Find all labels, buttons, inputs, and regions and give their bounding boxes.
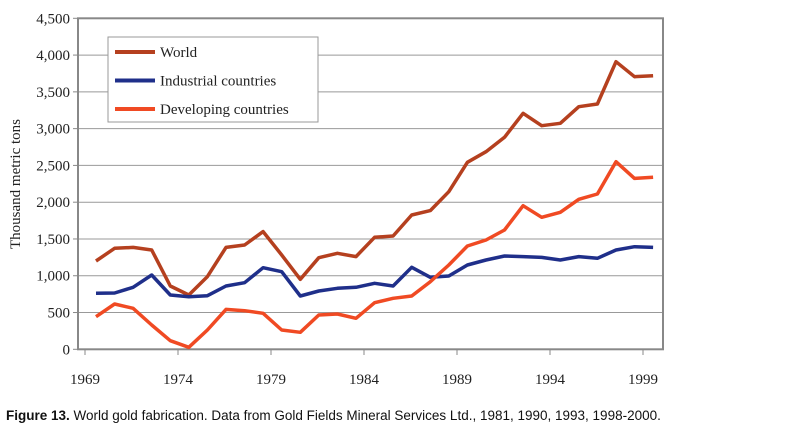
x-tick-label: 1969 bbox=[70, 372, 100, 388]
y-axis-label: Thousand metric tons bbox=[8, 119, 24, 249]
series-lines bbox=[95, 59, 654, 350]
x-tick-label: 1984 bbox=[349, 372, 380, 388]
y-tick-label: 2,000 bbox=[36, 195, 70, 211]
legend-label: Developing countries bbox=[160, 102, 289, 118]
y-tick-label: 0 bbox=[63, 342, 71, 358]
y-tick-label: 500 bbox=[48, 306, 71, 322]
series-line-developing-countries bbox=[95, 159, 654, 350]
legend: World Industrial countries Developing coun… bbox=[107, 36, 319, 123]
x-tick-label: 1994 bbox=[535, 372, 566, 388]
x-tick-label: 1999 bbox=[628, 372, 658, 388]
y-tick-label: 4,000 bbox=[36, 48, 70, 64]
figure-label: Figure 13. bbox=[6, 408, 70, 423]
y-tick-label: 1,000 bbox=[36, 269, 70, 285]
y-tick-label: 4,500 bbox=[36, 11, 70, 27]
legend-label: Industrial countries bbox=[160, 74, 276, 90]
x-axis-ticks: 1969 1974 1979 1984 1989 1994 1999 bbox=[70, 349, 658, 388]
y-axis-ticks: 0 500 1,000 1,500 2,000 2,500 3,000 3,500 4,000 4… bbox=[36, 11, 78, 358]
figure-caption: Figure 13. World gold fabrication. Data … bbox=[6, 408, 661, 423]
series-line-industrial-countries bbox=[95, 244, 654, 299]
x-tick-label: 1979 bbox=[256, 372, 286, 388]
y-tick-label: 1,500 bbox=[36, 232, 70, 248]
x-tick-label: 1974 bbox=[163, 372, 194, 388]
caption-text: World gold fabrication. Data from Gold F… bbox=[69, 408, 661, 423]
y-tick-label: 3,000 bbox=[36, 122, 70, 138]
x-tick-label: 1989 bbox=[442, 372, 472, 388]
y-tick-label: 2,500 bbox=[36, 158, 70, 174]
y-tick-label: 3,500 bbox=[36, 85, 70, 101]
plot-frame bbox=[77, 17, 664, 351]
legend-label: World bbox=[160, 45, 198, 61]
